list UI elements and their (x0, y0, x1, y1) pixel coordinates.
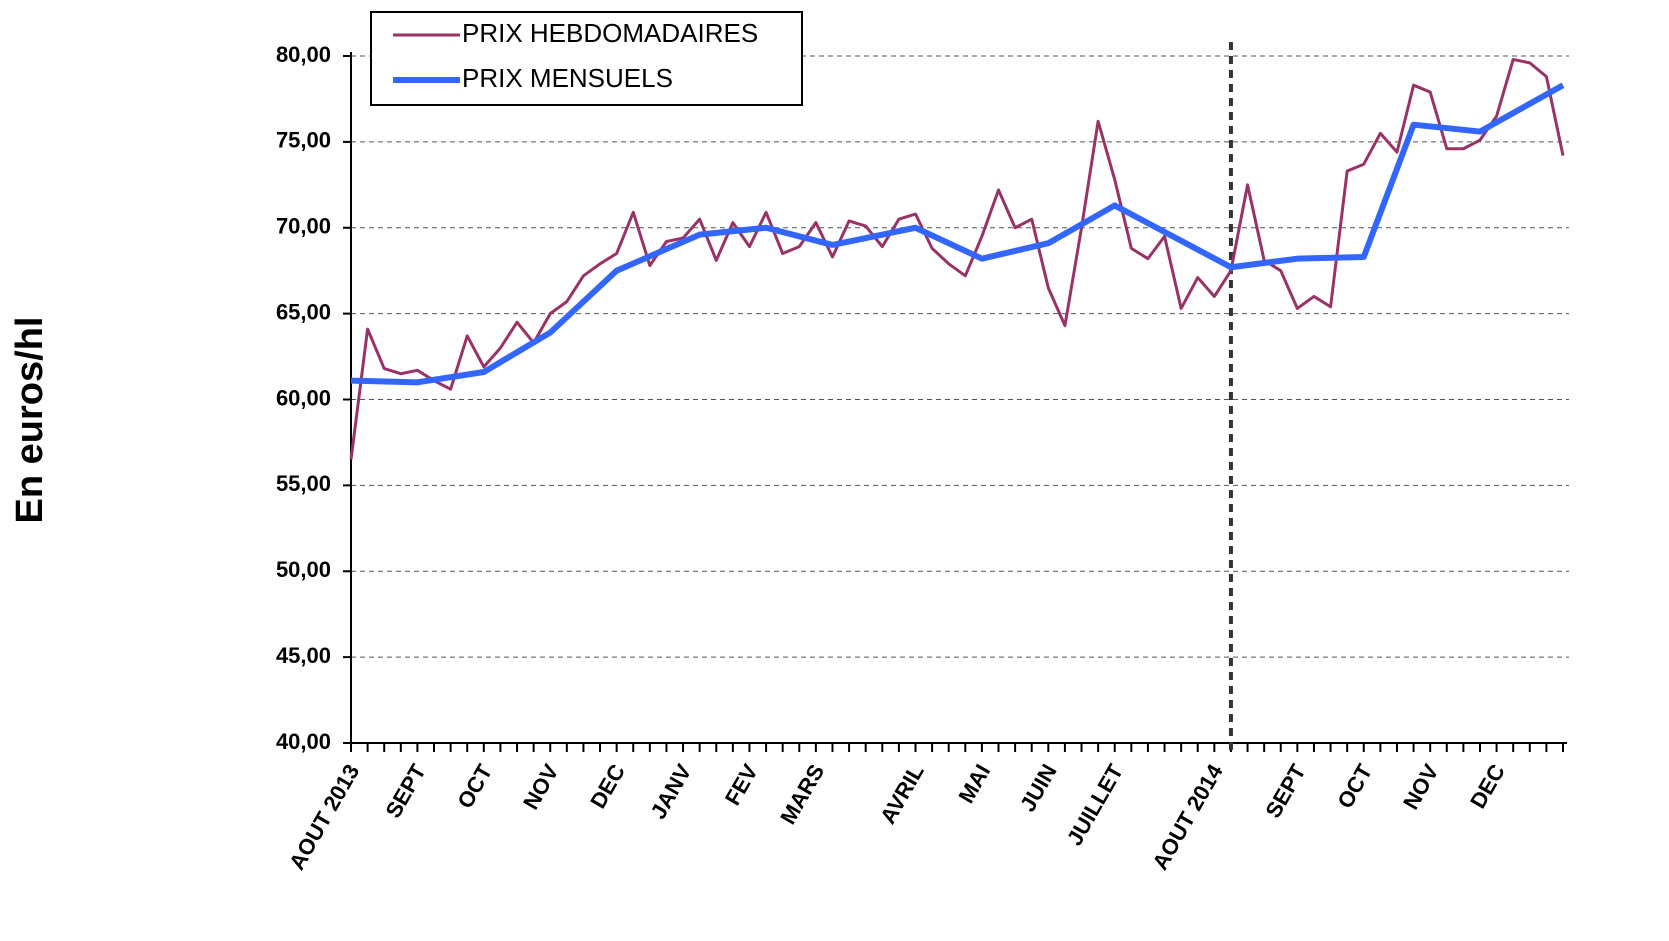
x-tick-label: NOV (1398, 760, 1444, 814)
line-series (349, 57, 1565, 460)
legend-box (370, 11, 803, 106)
x-tick-label: SEPT (1260, 759, 1311, 822)
y-tick-label: 80,00 (276, 42, 331, 67)
x-tick-label: AOUT 2013 (284, 760, 364, 874)
x-tick-label: AVRIL (875, 760, 929, 828)
y-tick-label: 65,00 (276, 299, 331, 324)
x-tick-label: OCT (1332, 759, 1377, 812)
x-tick-label: MARS (775, 760, 829, 829)
y-tick-label: 55,00 (276, 471, 331, 496)
x-tick-label: OCT (452, 759, 497, 812)
y-tick-label: 40,00 (276, 729, 331, 754)
y-tick-label: 45,00 (276, 643, 331, 668)
y-tick-label: 60,00 (276, 385, 331, 410)
x-tick-label: NOV (518, 760, 564, 814)
line-series (350, 82, 1565, 386)
x-tick-label: FEV (720, 760, 763, 810)
x-tick-label: JUIN (1015, 760, 1062, 816)
x-tick-label: MAI (953, 760, 995, 807)
x-tick-label: JUILLET (1062, 759, 1129, 849)
x-tick-label: SEPT (380, 759, 431, 822)
x-tick-label: JANV (645, 760, 696, 824)
y-axis-label: En euros/hl (9, 317, 51, 524)
x-tick-label: DEC (585, 760, 630, 813)
y-tick-label: 70,00 (276, 214, 331, 239)
x-tick-label: AOUT 2014 (1147, 759, 1228, 874)
y-tick-label: 50,00 (276, 557, 331, 582)
legend-label: PRIX HEBDOMADAIRES (462, 18, 758, 48)
y-tick-label: 75,00 (276, 128, 331, 153)
x-tick-label: DEC (1465, 760, 1510, 813)
legend-label: PRIX MENSUELS (462, 63, 673, 93)
